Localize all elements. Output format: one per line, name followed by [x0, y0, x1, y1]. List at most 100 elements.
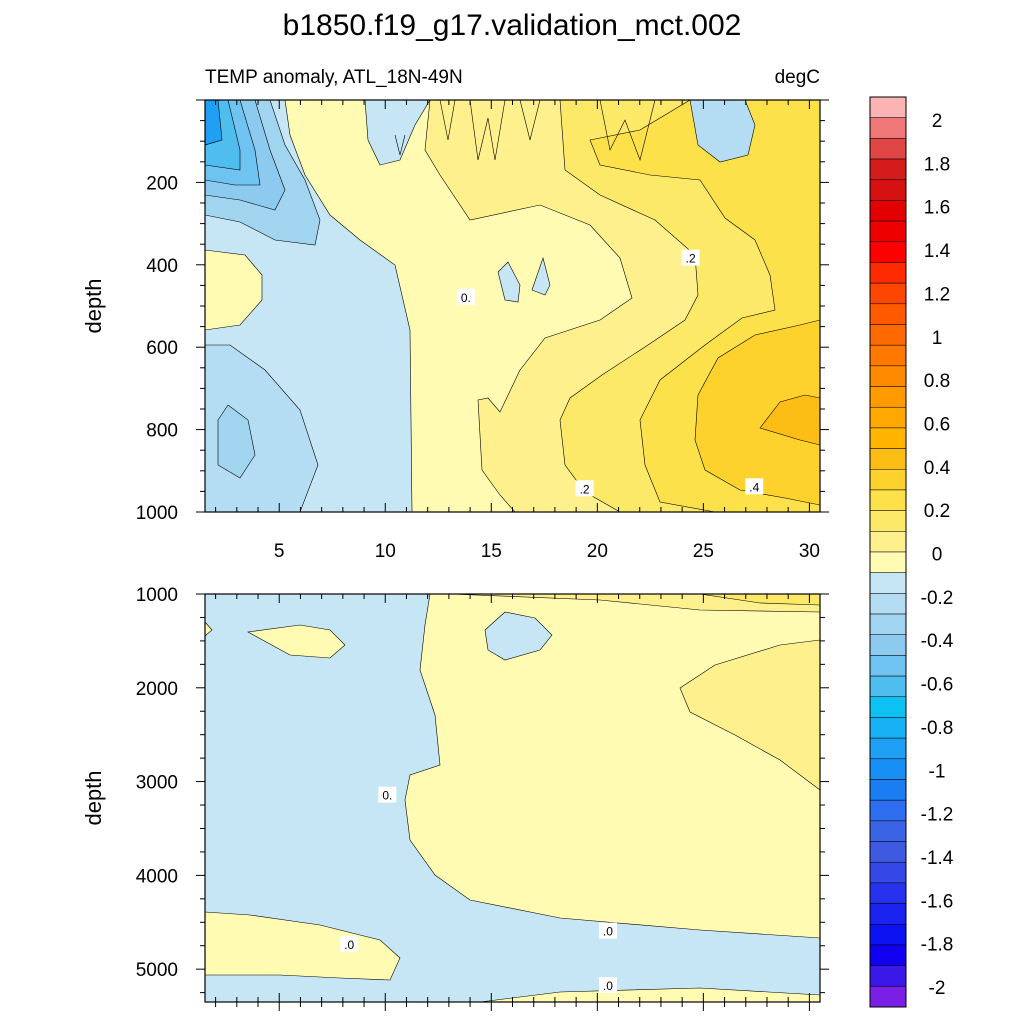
upper-neg-patch-2	[531, 256, 551, 296]
contour-label: .0	[603, 979, 613, 993]
colorbar-swatch	[869, 655, 907, 677]
colorbar-label: -2	[929, 978, 946, 999]
subtitle-left: TEMP anomaly, ATL_18N-49N	[205, 67, 463, 88]
colorbar-swatch	[869, 241, 907, 263]
x-tick-label: 20	[587, 541, 608, 562]
y-tick-label: 600	[146, 338, 178, 359]
colorbar-swatch	[869, 696, 907, 718]
colorbar-swatch	[869, 324, 907, 346]
lower-neg-region	[205, 594, 820, 1002]
colorbar-swatch	[869, 365, 907, 387]
colorbar-swatch	[869, 841, 907, 863]
colorbar-frame	[869, 96, 907, 1008]
lower-left-blob	[205, 621, 213, 637]
colorbar-swatch	[869, 944, 907, 966]
colorbar-swatch	[869, 344, 907, 367]
contour-label-bg	[575, 480, 594, 497]
colorbar-swatch	[869, 882, 907, 904]
contour-label: 0.	[461, 291, 471, 305]
contour-label: .0	[344, 938, 354, 952]
colorbar-label: 1.2	[924, 284, 950, 305]
colorbar-label: -1.2	[921, 805, 954, 826]
colorbar-label: -0.8	[921, 718, 954, 739]
lower-pos-01	[449, 594, 820, 791]
colorbar-label: 0.6	[924, 414, 950, 435]
y-tick-label: 200	[146, 173, 178, 194]
subtitle-right: degC	[775, 67, 820, 88]
contour-label: 0.	[382, 789, 392, 803]
colorbar-swatch	[869, 717, 907, 739]
colorbar-swatch	[869, 200, 907, 222]
y-tick-label: 2000	[136, 679, 178, 700]
colorbar-label: -1.6	[921, 891, 954, 912]
upper-pos-04	[694, 319, 820, 506]
upper-neg-core-5	[205, 100, 223, 146]
colorbar-swatch	[869, 613, 907, 635]
colorbar-label: 0.2	[924, 501, 950, 522]
colorbar-swatch	[869, 406, 907, 429]
colorbar-label: -1	[929, 761, 946, 782]
colorbar-label: 0.4	[924, 458, 951, 479]
colorbar-label: 1.4	[924, 241, 951, 262]
colorbar-swatch	[869, 531, 907, 553]
colorbar-swatch	[869, 820, 907, 842]
upper-pos-pocket	[205, 249, 263, 331]
upper-top-ripples	[394, 100, 656, 162]
upper-contour-labels: 0. .2 .2 .4	[456, 249, 764, 497]
contour-label-bg	[598, 977, 617, 994]
colorbar-swatch	[869, 551, 907, 573]
colorbar-swatch	[869, 303, 907, 325]
colorbar-swatch	[869, 737, 907, 760]
contour-label-bg	[340, 935, 359, 952]
upper-panel	[205, 100, 820, 512]
colorbar-label: -0.2	[921, 588, 954, 609]
lower-ticks: 1000 2000 3000 4000 5000	[136, 585, 829, 1011]
colorbar-swatch	[869, 96, 907, 118]
colorbar-swatch	[869, 779, 907, 801]
colorbar-swatch	[869, 386, 907, 408]
colorbar-swatch	[869, 965, 907, 987]
colorbar-label: 0.8	[924, 371, 950, 392]
lower-panel	[205, 594, 820, 1002]
y-tick-label: 3000	[136, 773, 178, 794]
lower-ylabel: depth	[81, 770, 106, 825]
upper-ticks: 5 10 15 20 25 30 200 400 600 800 1000	[136, 99, 829, 562]
x-tick-label: 15	[481, 541, 502, 562]
colorbar: 2 1.8 1.6 1.4 1.2 1 0.8 0.6 0.4 0.2 0 -0.2 -0.4 -0.6 -…	[869, 96, 954, 1008]
colorbar-label: 0	[932, 545, 943, 566]
colorbar-label: -0.6	[921, 675, 954, 696]
colorbar-swatch	[869, 179, 907, 201]
colorbar-label: -0.4	[921, 631, 954, 652]
upper-neg-top	[364, 100, 431, 166]
contour-label-bg	[456, 288, 475, 305]
upper-pos-05	[759, 394, 820, 446]
colorbar-swatch	[869, 489, 907, 511]
y-tick-label: 400	[146, 256, 178, 277]
y-tick-label: 1000	[136, 503, 178, 524]
lower-contour-labels: 0. .0 .0 .0	[340, 786, 617, 994]
contour-label-bg	[378, 786, 397, 803]
upper-neg-blob-core	[217, 404, 256, 479]
colorbar-swatch	[869, 262, 907, 284]
contour-label-bg	[598, 922, 617, 939]
colorbar-swatch	[869, 220, 907, 243]
colorbar-swatch	[869, 986, 907, 1008]
colorbar-swatch	[869, 448, 907, 470]
colorbar-swatch	[869, 469, 907, 491]
lower-pos-pocket	[247, 624, 346, 659]
colorbar-swatch	[869, 903, 907, 925]
contour-label: .0	[603, 925, 613, 939]
y-tick-label: 800	[146, 421, 178, 442]
contour-label: .2	[686, 252, 696, 266]
contour-label: .4	[749, 480, 759, 494]
colorbar-swatch	[869, 510, 907, 532]
y-tick-label: 4000	[136, 866, 178, 887]
colorbar-swatch	[869, 799, 907, 822]
colorbar-swatch	[869, 634, 907, 656]
colorbar-swatch	[869, 282, 907, 305]
lower-neg-pocket	[484, 611, 553, 661]
chart-title: b1850.f19_g17.validation_mct.002	[283, 9, 742, 42]
upper-ylabel: depth	[81, 278, 106, 333]
colorbar-swatch	[869, 117, 907, 139]
